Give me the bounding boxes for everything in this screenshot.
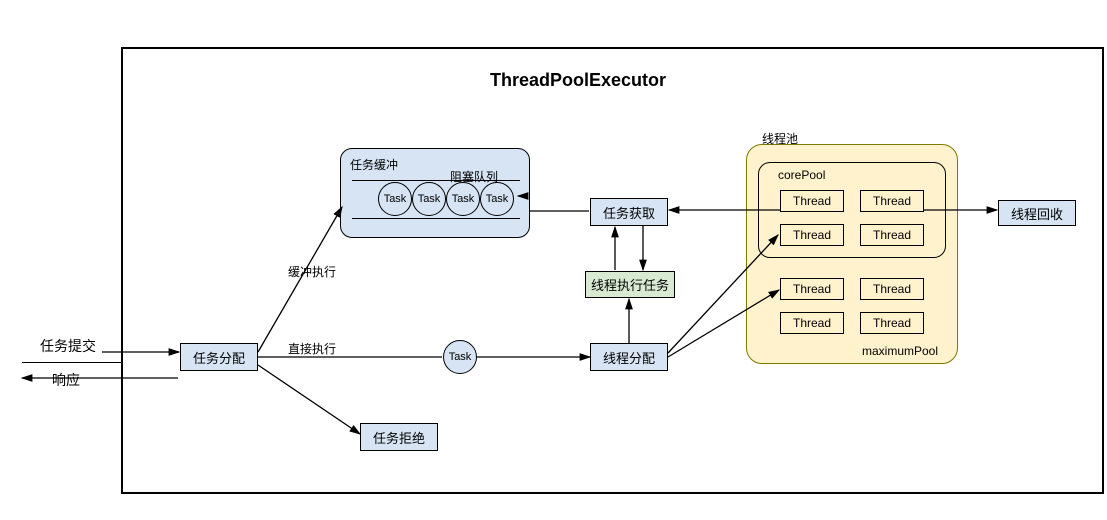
node-fetch: 任务获取 xyxy=(590,198,668,226)
thread-0: Thread xyxy=(780,190,844,212)
pool-title: 线程池 xyxy=(762,130,798,147)
thread-3: Thread xyxy=(860,224,924,246)
node-thread-dispatch: 线程分配 xyxy=(590,343,668,371)
label-direct-exec: 直接执行 xyxy=(288,340,336,357)
queue-line-top xyxy=(352,180,520,181)
thread-2: Thread xyxy=(780,224,844,246)
buffer-task-1: Task xyxy=(412,182,446,216)
label-buffer-exec: 缓冲执行 xyxy=(288,263,336,280)
thread-7: Thread xyxy=(860,312,924,334)
core-pool-label: corePool xyxy=(778,168,825,182)
buffer-task-0: Task xyxy=(378,182,412,216)
diagram-title: ThreadPoolExecutor xyxy=(490,70,666,91)
thread-1: Thread xyxy=(860,190,924,212)
label-submit: 任务提交 xyxy=(40,336,96,356)
thread-6: Thread xyxy=(780,312,844,334)
buffer-title: 任务缓冲 xyxy=(350,156,398,173)
thread-4: Thread xyxy=(780,278,844,300)
buffer-task-3: Task xyxy=(480,182,514,216)
thread-5: Thread xyxy=(860,278,924,300)
node-exec: 线程执行任务 xyxy=(585,271,675,298)
queue-line-bot xyxy=(352,218,520,219)
node-recycle: 线程回收 xyxy=(998,200,1076,226)
divider-line xyxy=(22,362,121,363)
node-dispatch: 任务分配 xyxy=(180,343,258,371)
node-reject: 任务拒绝 xyxy=(360,423,438,451)
label-response: 响应 xyxy=(52,370,80,390)
diagram-canvas: ThreadPoolExecutor 任务提交 响应 任务分配 任务拒绝 缓冲执… xyxy=(10,10,1107,510)
buffer-task-2: Task xyxy=(446,182,480,216)
task-circle: Task xyxy=(443,340,477,374)
max-pool-label: maximumPool xyxy=(862,344,938,358)
